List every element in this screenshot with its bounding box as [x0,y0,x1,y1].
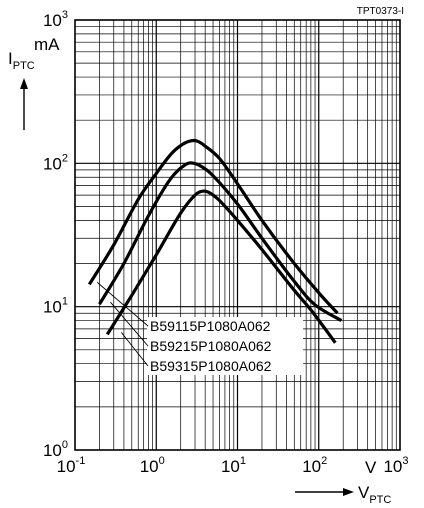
series-line-3 [105,189,337,344]
x-tick-label: 10-1 [57,455,86,476]
chart-grid [75,20,400,450]
y-axis-unit: mA [34,35,60,54]
y-tick-label: 101 [43,296,68,317]
legend-label-1: B59115P1080A062 [150,318,271,334]
y-axis-title: IPTC mA [8,35,60,130]
curves [87,138,343,344]
svg-text:IPTC: IPTC [8,49,35,72]
x-axis-symbol: V [358,483,370,502]
y-axis-subscript: PTC [13,60,35,72]
legend-leaders [97,282,149,367]
x-axis-arrowhead-icon [343,488,354,496]
x-tick-label: 101 [221,455,246,476]
series-line-2 [98,161,343,322]
legend-leader-2 [110,301,149,347]
legend-label-3: B59315P1080A062 [150,358,272,374]
legend-leader-1 [97,282,149,327]
x-axis-title: V VPTC [295,458,391,506]
x-axis-subscript: PTC [369,494,391,506]
legend: B59115P1080A062 B59215P1080A062 B59315P1… [97,282,303,375]
y-axis-symbol: I [8,49,13,68]
chart-code: TPT0373-I [357,6,404,17]
y-tick-label: 100 [43,439,68,460]
legend-box [147,317,303,375]
series-line-1 [87,138,339,315]
y-tick-label: 102 [43,152,68,173]
legend-label-2: B59215P1080A062 [150,338,272,354]
svg-text:VPTC: VPTC [358,483,391,506]
y-tick-label: 103 [43,9,68,30]
y-axis-arrowhead-icon [20,78,28,89]
x-tick-label: 100 [140,455,165,476]
legend-leader-3 [120,332,149,367]
plot-area-border [74,19,401,451]
x-tick-label: 103 [383,455,408,476]
x-tick-label: 102 [302,455,327,476]
x-axis-unit: V [365,458,377,477]
